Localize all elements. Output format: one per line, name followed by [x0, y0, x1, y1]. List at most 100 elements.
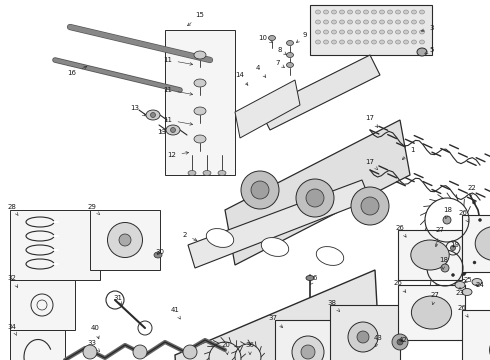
Ellipse shape: [347, 40, 352, 44]
Text: 23: 23: [456, 287, 465, 296]
Ellipse shape: [379, 10, 385, 14]
Ellipse shape: [419, 20, 424, 24]
Ellipse shape: [356, 40, 361, 44]
Ellipse shape: [379, 40, 385, 44]
Ellipse shape: [83, 345, 97, 359]
Ellipse shape: [397, 339, 403, 345]
Ellipse shape: [364, 10, 368, 14]
Ellipse shape: [403, 20, 409, 24]
Text: 10: 10: [259, 35, 273, 43]
Text: 7: 7: [276, 60, 285, 68]
Bar: [90, 210, 160, 270]
Ellipse shape: [388, 20, 392, 24]
Ellipse shape: [419, 30, 424, 34]
Ellipse shape: [316, 40, 320, 44]
Text: 18: 18: [443, 207, 452, 219]
Ellipse shape: [133, 345, 147, 359]
Ellipse shape: [183, 345, 197, 359]
Ellipse shape: [395, 10, 400, 14]
Ellipse shape: [166, 125, 180, 135]
Bar: [398, 230, 462, 280]
Ellipse shape: [443, 216, 451, 224]
Ellipse shape: [107, 222, 143, 257]
Ellipse shape: [188, 171, 196, 176]
Ellipse shape: [443, 264, 446, 266]
Polygon shape: [235, 80, 300, 138]
Ellipse shape: [403, 40, 409, 44]
Text: 16: 16: [68, 66, 87, 76]
Ellipse shape: [150, 112, 155, 117]
Polygon shape: [175, 270, 380, 360]
Ellipse shape: [340, 10, 344, 14]
Text: 28: 28: [7, 204, 18, 215]
Ellipse shape: [194, 135, 206, 143]
Text: 11: 11: [164, 87, 193, 95]
Ellipse shape: [371, 10, 376, 14]
Ellipse shape: [441, 264, 449, 272]
Ellipse shape: [206, 229, 234, 247]
Bar: [398, 285, 465, 340]
Ellipse shape: [146, 110, 160, 120]
Ellipse shape: [475, 226, 490, 261]
Ellipse shape: [316, 20, 320, 24]
Text: 22: 22: [467, 185, 476, 197]
Text: 8: 8: [278, 47, 287, 55]
Ellipse shape: [332, 20, 337, 24]
Ellipse shape: [356, 20, 361, 24]
Ellipse shape: [412, 20, 416, 24]
Ellipse shape: [194, 79, 206, 87]
Ellipse shape: [451, 274, 455, 276]
Text: 36: 36: [245, 342, 254, 355]
Text: 3: 3: [421, 25, 434, 32]
Bar: [10, 280, 75, 330]
Ellipse shape: [412, 10, 416, 14]
Ellipse shape: [269, 36, 275, 41]
Text: 17: 17: [366, 115, 378, 127]
Ellipse shape: [296, 179, 334, 217]
Ellipse shape: [364, 20, 368, 24]
Text: 27: 27: [0, 359, 1, 360]
Text: 26: 26: [0, 359, 1, 360]
Ellipse shape: [323, 10, 328, 14]
Bar: [330, 305, 400, 360]
Ellipse shape: [316, 247, 343, 265]
Text: 6: 6: [310, 275, 317, 284]
Ellipse shape: [419, 10, 424, 14]
Ellipse shape: [450, 246, 456, 251]
Text: 1: 1: [402, 147, 414, 159]
Ellipse shape: [194, 51, 206, 59]
Ellipse shape: [306, 275, 314, 280]
Bar: [10, 330, 65, 360]
Ellipse shape: [287, 53, 294, 58]
Bar: [462, 215, 490, 272]
Bar: [310, 5, 432, 55]
Ellipse shape: [154, 252, 162, 258]
Ellipse shape: [332, 40, 337, 44]
Ellipse shape: [287, 63, 294, 68]
Ellipse shape: [392, 334, 408, 350]
Ellipse shape: [462, 288, 472, 296]
Text: 41: 41: [171, 307, 180, 319]
Text: 20: 20: [221, 342, 230, 355]
Ellipse shape: [371, 20, 376, 24]
Ellipse shape: [412, 30, 416, 34]
Ellipse shape: [323, 20, 328, 24]
Text: 29: 29: [88, 204, 100, 215]
Ellipse shape: [316, 10, 320, 14]
Ellipse shape: [301, 345, 315, 359]
Ellipse shape: [194, 107, 206, 115]
Ellipse shape: [287, 41, 294, 45]
Bar: [165, 30, 235, 175]
Ellipse shape: [292, 336, 324, 360]
Text: 17: 17: [366, 159, 378, 170]
Ellipse shape: [306, 189, 324, 207]
Ellipse shape: [357, 331, 369, 343]
Text: 11: 11: [164, 57, 193, 65]
Ellipse shape: [371, 40, 376, 44]
Text: 35: 35: [0, 359, 1, 360]
Text: 13: 13: [130, 105, 146, 116]
Ellipse shape: [348, 322, 378, 352]
Text: 4: 4: [256, 65, 266, 77]
Ellipse shape: [332, 10, 337, 14]
Ellipse shape: [361, 197, 379, 215]
